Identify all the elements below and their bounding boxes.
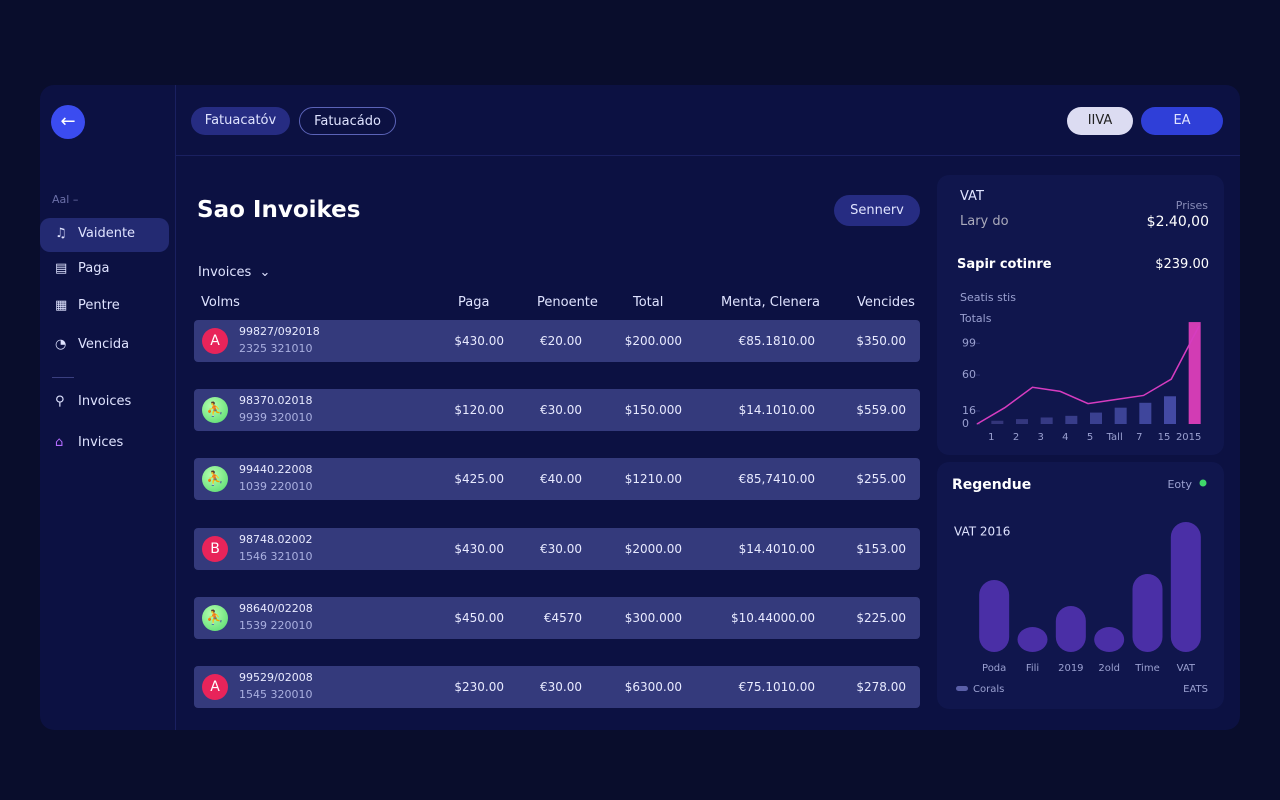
cell: €4570 <box>543 610 582 625</box>
main-button[interactable]: Sennerv <box>834 195 920 226</box>
line-amount: $239.00 <box>1155 257 1209 272</box>
vat-note: Prises <box>1175 199 1208 212</box>
cell: $14.4010.00 <box>738 541 815 556</box>
sidebar-item[interactable]: Invices <box>78 435 124 450</box>
cell: $430.00 <box>454 334 504 348</box>
column-header: Total <box>633 295 664 310</box>
column-header: Vencides <box>857 295 915 310</box>
cell: $200.000 <box>624 334 682 348</box>
vat-amount: $2.40,00 <box>1146 214 1209 230</box>
invoice-ref: 1039 220010 <box>239 480 313 494</box>
invoice-ref: 9939 320010 <box>239 411 313 425</box>
avatar: ⛹ <box>202 604 228 631</box>
line-label: Sapir cotinre <box>957 257 1052 272</box>
back-button[interactable]: ← <box>51 105 85 139</box>
cell: €85,7410.00 <box>738 472 815 487</box>
cell: $1210.00 <box>624 472 682 487</box>
cell: $153.00 <box>856 541 906 556</box>
avatar: ⛹ <box>202 466 228 493</box>
cell: $278.00 <box>856 680 906 694</box>
cell: $150.000 <box>624 403 682 418</box>
table-row[interactable]: ⛹ 98640/02208 1539 220010 $450.00 €4570 $300.… <box>194 596 920 639</box>
cell: €40.00 <box>540 472 582 487</box>
invoice-id: 99827/092018 <box>239 325 320 338</box>
nav-tab[interactable]: Fatuacádo <box>299 107 396 135</box>
sidebar-item[interactable]: Invoices <box>78 394 132 409</box>
cell: $2000.00 <box>624 541 682 556</box>
column-header: Paga <box>458 295 490 310</box>
vat-label: VAT <box>960 189 984 204</box>
cell: €30.00 <box>540 541 582 556</box>
invoice-id: 99440.22008 <box>239 463 313 477</box>
sidebar-divider <box>52 377 74 378</box>
vat-sublabel: Lary do <box>960 214 1009 229</box>
cell: €30.00 <box>540 403 582 418</box>
sidebar-icon: ⌂ <box>55 435 64 450</box>
sidebar-item[interactable]: Pentre <box>78 298 120 313</box>
cell: $14.1010.00 <box>738 403 815 418</box>
invoice-id: 98370.02018 <box>239 394 313 408</box>
cell: $300.000 <box>624 610 682 625</box>
cell: $559.00 <box>856 403 906 418</box>
sidebar-item[interactable]: Vencida <box>78 337 130 352</box>
table-row[interactable]: B 98748.02002 1546 321010 $430.00 €30.00 $200… <box>194 527 920 570</box>
cell: $230.00 <box>454 680 504 694</box>
sidebar-active <box>40 218 169 252</box>
table-row[interactable]: A 99827/092018 2325 321010 $430.00 €20.00 $20… <box>194 320 920 362</box>
action-button[interactable]: EA <box>1141 107 1223 135</box>
filter-label: Invoices <box>198 265 252 280</box>
avatar: ⛹ <box>202 397 228 424</box>
cell: $10.44000.00 <box>731 610 815 625</box>
sidebar-section: Aal – <box>52 193 79 206</box>
avatar: B <box>202 535 228 562</box>
cell: $225.00 <box>856 610 906 625</box>
cell: $430.00 <box>454 541 504 556</box>
cell: $120.00 <box>454 403 504 418</box>
sidebar <box>40 85 176 730</box>
sidebar-item[interactable]: Vaidente <box>78 226 136 241</box>
avatar: A <box>202 674 228 700</box>
sidebar-icon: ♫ <box>55 226 67 241</box>
invoice-ref: 1539 220010 <box>239 618 313 632</box>
column-header: Volms <box>201 295 240 310</box>
avatar: A <box>202 328 228 354</box>
invoice-id: 98748.02002 <box>239 532 313 546</box>
action-button[interactable]: IIVA <box>1067 107 1133 135</box>
filter[interactable]: Invoices ⌄ <box>198 265 271 280</box>
invoice-ref: 1545 320010 <box>239 688 313 701</box>
invoice-ref: 2325 321010 <box>239 342 313 355</box>
cell: €85.1810.00 <box>738 334 815 348</box>
table-row[interactable]: ⛹ 99440.22008 1039 220010 $425.00 €40.00 $121… <box>194 458 920 501</box>
sidebar-icon: ▦ <box>55 298 68 313</box>
cell: $450.00 <box>454 610 504 625</box>
table-row[interactable]: ⛹ 98370.02018 9939 320010 $120.00 €30.00 $150… <box>194 389 920 432</box>
table-row[interactable]: A 99529/02008 1545 320010 $230.00 €30.00 $630… <box>194 666 920 708</box>
page-title: Sao Invoikes <box>197 197 361 223</box>
revenue-card <box>937 462 1224 709</box>
invoice-id: 98640/02208 <box>239 601 313 615</box>
cell: $425.00 <box>454 472 504 487</box>
sidebar-icon: ◔ <box>55 337 67 352</box>
sidebar-item[interactable]: Paga <box>78 261 110 276</box>
invoice-ref: 1546 321010 <box>239 549 313 563</box>
column-header: Penoente <box>537 295 598 310</box>
sidebar-icon: ▤ <box>55 261 68 276</box>
sidebar-icon: ⚲ <box>55 394 65 409</box>
cell: €75.1010.00 <box>738 680 815 694</box>
cell: $255.00 <box>856 472 906 487</box>
nav-tab[interactable]: Fatuacatóv <box>191 107 290 135</box>
invoice-id: 99529/02008 <box>239 671 313 684</box>
cell: €20.00 <box>540 334 582 348</box>
cell: $350.00 <box>856 334 906 348</box>
nav-divider <box>175 155 1240 156</box>
column-header: Menta, Clenera <box>721 295 821 310</box>
cell: €30.00 <box>540 680 582 694</box>
cell: $6300.00 <box>624 680 682 694</box>
